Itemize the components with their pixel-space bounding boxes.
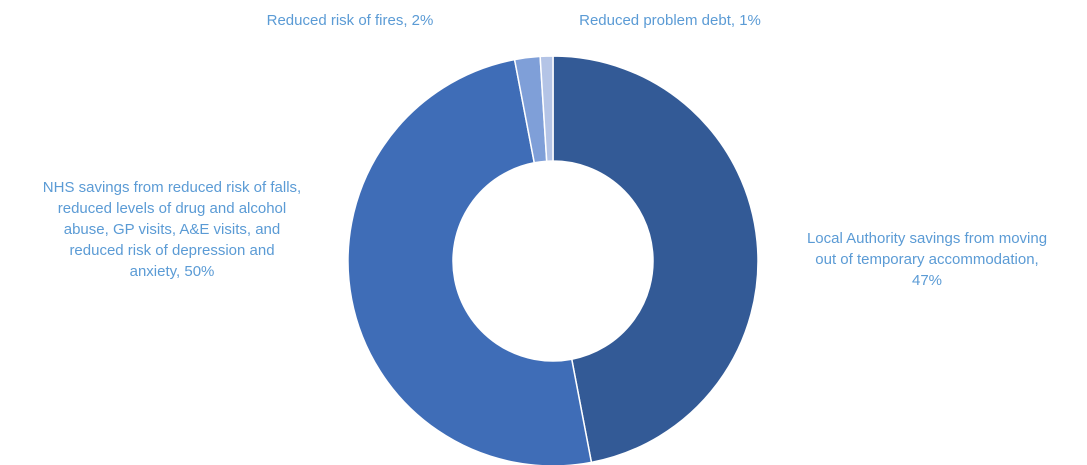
data-label-line: abuse, GP visits, A&E visits, and — [63, 221, 281, 238]
data-label-line: reduced levels of drug and alcohol — [57, 200, 287, 217]
slice-local-authority — [552, 55, 759, 464]
data-label-line: Reduced risk of fires, 2% — [266, 12, 434, 29]
data-label-line: Reduced problem debt, 1% — [579, 12, 761, 29]
data-label-fires: Reduced risk of fires, 2% — [200, 10, 500, 31]
data-label-line: reduced risk of depression and — [69, 242, 275, 259]
data-label-line: out of temporary accommodation, — [815, 251, 1039, 268]
data-label-debt: Reduced problem debt, 1% — [520, 10, 820, 31]
slice-debt — [539, 55, 554, 162]
slice-nhs — [347, 58, 593, 465]
data-label-local-authority: Local Authority savings from moving out … — [768, 228, 1086, 291]
data-label-line: Local Authority savings from moving — [806, 230, 1048, 247]
data-label-line: NHS savings from reduced risk of falls, — [42, 179, 302, 196]
data-label-line: anxiety, 50% — [129, 263, 215, 280]
data-label-line: 47% — [911, 272, 943, 289]
data-label-nhs: NHS savings from reduced risk of falls, … — [4, 177, 340, 282]
